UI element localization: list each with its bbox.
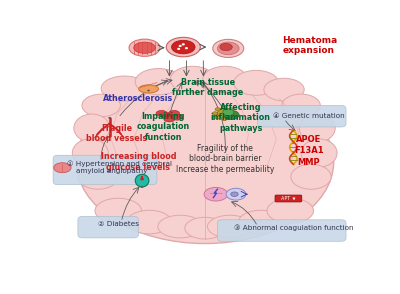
Ellipse shape — [72, 139, 108, 167]
Text: F13A1: F13A1 — [294, 146, 324, 155]
Ellipse shape — [139, 85, 158, 93]
Text: Increasing blood
glucose levels: Increasing blood glucose levels — [101, 152, 176, 172]
Ellipse shape — [218, 42, 239, 55]
Ellipse shape — [264, 78, 304, 101]
Ellipse shape — [76, 81, 334, 243]
Ellipse shape — [231, 112, 236, 115]
Ellipse shape — [172, 114, 183, 120]
Ellipse shape — [127, 210, 172, 234]
FancyBboxPatch shape — [78, 216, 138, 238]
Circle shape — [185, 47, 188, 49]
Circle shape — [147, 90, 150, 91]
Text: Fragility of the
blood-brain barrier
Increase the permeability: Fragility of the blood-brain barrier Inc… — [176, 144, 274, 173]
Ellipse shape — [301, 139, 337, 167]
Ellipse shape — [156, 111, 167, 116]
Text: Brain tissue
further damage: Brain tissue further damage — [172, 78, 244, 97]
Text: Affecting
inflammation
pathways: Affecting inflammation pathways — [211, 103, 271, 133]
Text: ④ Genetic mutation: ④ Genetic mutation — [273, 113, 345, 119]
Text: Fragile
blood vessels: Fragile blood vessels — [86, 124, 147, 143]
Ellipse shape — [213, 39, 244, 57]
Ellipse shape — [101, 76, 148, 101]
Ellipse shape — [168, 111, 180, 116]
Ellipse shape — [208, 215, 252, 238]
Ellipse shape — [291, 164, 331, 189]
Text: MMP: MMP — [298, 158, 320, 167]
Ellipse shape — [267, 198, 314, 223]
Ellipse shape — [172, 40, 195, 54]
Text: Impairing
coagulation
function: Impairing coagulation function — [136, 112, 190, 142]
Circle shape — [141, 186, 143, 188]
Ellipse shape — [135, 174, 149, 187]
Ellipse shape — [170, 66, 215, 93]
Ellipse shape — [134, 42, 155, 54]
Ellipse shape — [135, 69, 182, 95]
Ellipse shape — [224, 111, 239, 119]
Ellipse shape — [223, 109, 234, 116]
Text: APOE: APOE — [296, 135, 322, 144]
Ellipse shape — [228, 116, 233, 119]
Ellipse shape — [129, 39, 160, 56]
Ellipse shape — [78, 164, 118, 189]
Ellipse shape — [226, 188, 246, 200]
Ellipse shape — [215, 116, 220, 119]
Ellipse shape — [238, 210, 283, 234]
Ellipse shape — [234, 70, 278, 95]
Ellipse shape — [228, 108, 233, 111]
FancyBboxPatch shape — [218, 220, 346, 241]
Ellipse shape — [215, 108, 220, 111]
Ellipse shape — [218, 108, 231, 118]
Circle shape — [182, 43, 185, 46]
FancyBboxPatch shape — [53, 155, 157, 185]
FancyBboxPatch shape — [275, 195, 302, 202]
Ellipse shape — [164, 116, 175, 122]
Ellipse shape — [204, 187, 228, 201]
Ellipse shape — [222, 106, 227, 109]
Ellipse shape — [212, 112, 218, 115]
Text: ② Diabetes: ② Diabetes — [98, 221, 139, 227]
Ellipse shape — [203, 66, 248, 93]
Ellipse shape — [74, 114, 110, 142]
Ellipse shape — [158, 215, 202, 238]
Ellipse shape — [282, 94, 320, 117]
Text: ③ Abnormal coagulation function: ③ Abnormal coagulation function — [234, 225, 354, 231]
Ellipse shape — [222, 118, 227, 121]
Text: Atherosclerosis: Atherosclerosis — [103, 94, 174, 103]
Ellipse shape — [231, 192, 238, 196]
Circle shape — [140, 178, 144, 181]
Ellipse shape — [220, 44, 232, 51]
Ellipse shape — [161, 113, 172, 118]
Ellipse shape — [54, 163, 71, 173]
Circle shape — [177, 48, 180, 50]
Ellipse shape — [299, 114, 335, 142]
Ellipse shape — [82, 94, 120, 117]
Text: APT ★: APT ★ — [281, 196, 296, 201]
Text: ① Hypertension and cerebral
    amyloid angiopathy: ① Hypertension and cerebral amyloid angi… — [67, 161, 172, 175]
Circle shape — [179, 45, 182, 47]
FancyBboxPatch shape — [258, 106, 346, 127]
Ellipse shape — [166, 37, 200, 57]
Ellipse shape — [185, 217, 225, 239]
Text: Hematoma
expansion: Hematoma expansion — [282, 36, 338, 55]
Ellipse shape — [95, 198, 142, 223]
Circle shape — [108, 117, 111, 119]
